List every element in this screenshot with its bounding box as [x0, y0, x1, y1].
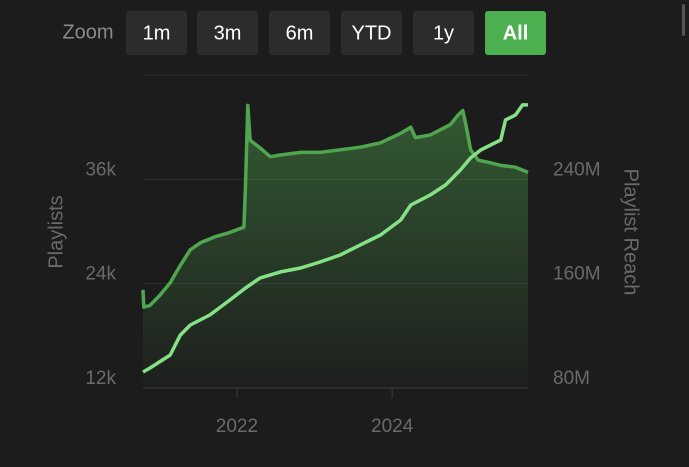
- y2-axis-title: Playlist Reach: [620, 169, 642, 296]
- area: [143, 105, 528, 389]
- zoom-button-bg: [413, 11, 474, 55]
- zoom-button-bg: [197, 11, 258, 55]
- zoom-button-bg: [126, 11, 187, 55]
- y2-tick-label: 80M: [553, 368, 590, 389]
- zoom-button-label: YTD: [352, 22, 392, 44]
- scrollbar: [682, 4, 685, 36]
- zoom-button[interactable]: All: [485, 11, 546, 55]
- zoom-button[interactable]: 1m: [126, 11, 187, 55]
- zoom-label: Zoom: [62, 21, 113, 43]
- y-tick-label: 36k: [85, 159, 116, 180]
- zoom-button[interactable]: 6m: [269, 11, 330, 55]
- zoom-button-label: 6m: [286, 22, 314, 44]
- zoom-button-bg: [485, 11, 546, 55]
- zoom-button[interactable]: YTD: [341, 11, 402, 55]
- x-tick-label: 2022: [216, 416, 258, 437]
- y-axis-title: Playlists: [45, 195, 67, 268]
- zoom-button-label: 1m: [143, 22, 171, 44]
- x-tick-label: 2024: [371, 416, 414, 437]
- y-tick-label: 24k: [85, 264, 116, 285]
- zoom-button-bg: [341, 11, 402, 55]
- y-tick-label: 12k: [85, 368, 116, 389]
- zoom-button[interactable]: 1y: [413, 11, 474, 55]
- zoom-button[interactable]: 3m: [197, 11, 258, 55]
- zoom-button-bg: [269, 11, 330, 55]
- line: [142, 103, 528, 374]
- y2-tick-label: 160M: [553, 264, 601, 285]
- y2-tick-label: 240M: [553, 159, 601, 180]
- zoom-button-label: All: [503, 22, 529, 44]
- line: [141, 103, 529, 309]
- zoom-button-label: 1y: [433, 22, 454, 44]
- zoom-button-label: 3m: [214, 22, 242, 44]
